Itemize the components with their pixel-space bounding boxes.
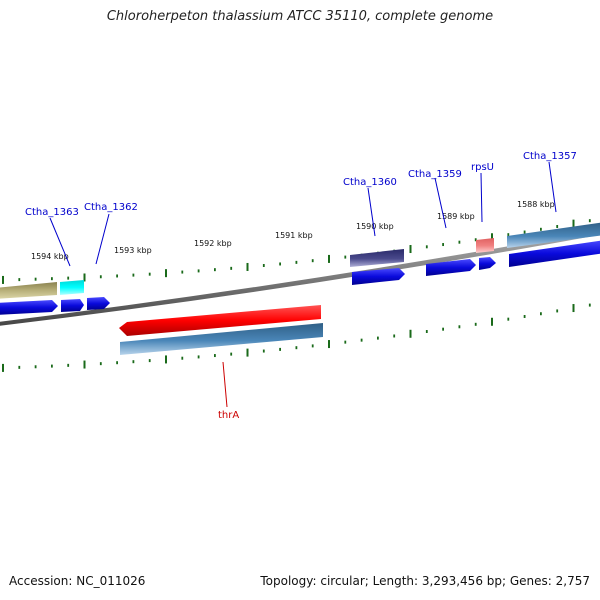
- gene-label-rpsu[interactable]: rpsU: [471, 162, 494, 173]
- gene-label-thra[interactable]: thrA: [218, 410, 239, 421]
- gene-label-ctha-1357[interactable]: Ctha_1357: [523, 151, 577, 162]
- tick-label-1590: 1590 kbp: [356, 222, 394, 231]
- leader-line-rpsu: [480, 172, 483, 223]
- gene-label-ctha-1360[interactable]: Ctha_1360: [343, 177, 397, 188]
- cds-forward-1[interactable]: [0, 300, 58, 315]
- cds-forward-ctha-1359[interactable]: [426, 259, 476, 276]
- feature-rpsu[interactable]: [476, 238, 494, 253]
- feature-ctha-1360[interactable]: [350, 249, 404, 267]
- tick-label-1591: 1591 kbp: [275, 231, 313, 240]
- tick-label-1593: 1593 kbp: [114, 246, 152, 255]
- gene-label-ctha-1363[interactable]: Ctha_1363: [25, 207, 79, 218]
- gene-label-ctha-1362[interactable]: Ctha_1362: [84, 202, 138, 213]
- tick-label-1592: 1592 kbp: [194, 239, 232, 248]
- cds-forward-ctha-1357[interactable]: [509, 240, 600, 267]
- cds-forward-ctha-1360[interactable]: [352, 268, 405, 285]
- leader-line-ctha-1360: [367, 187, 376, 237]
- leader-line-ctha-1363: [49, 217, 71, 267]
- tick-label-1588: 1588 kbp: [517, 200, 555, 209]
- feature-ctha-1357[interactable]: [507, 222, 600, 248]
- tick-label-1589: 1589 kbp: [437, 212, 475, 221]
- map-title: Chloroherpeton thalassium ATCC 35110, co…: [106, 9, 494, 24]
- accession-text: Accession: NC_011026: [9, 574, 146, 588]
- cds-forward-ctha-1362[interactable]: [87, 297, 110, 310]
- feature-cyan[interactable]: [60, 280, 84, 295]
- cds-reverse-thra[interactable]: [119, 305, 321, 336]
- genome-backbone: [0, 229, 600, 326]
- tick-row-lower: [2, 303, 591, 372]
- feature-thra[interactable]: [120, 323, 323, 355]
- cds-forward-rpsu[interactable]: [479, 257, 496, 270]
- leader-line-thra: [222, 361, 228, 408]
- leader-line-ctha-1362: [95, 213, 110, 265]
- genome-summary: Topology: circular; Length: 3,293,456 bp…: [260, 574, 590, 588]
- leader-line-ctha-1359: [434, 177, 447, 229]
- tick-label-1594: 1594 kbp: [31, 252, 69, 261]
- feature-olive[interactable]: [0, 282, 57, 299]
- gene-label-ctha-1359[interactable]: Ctha_1359: [408, 169, 462, 180]
- leader-line-ctha-1357: [548, 161, 557, 213]
- cds-forward-ctha-1363[interactable]: [61, 299, 84, 312]
